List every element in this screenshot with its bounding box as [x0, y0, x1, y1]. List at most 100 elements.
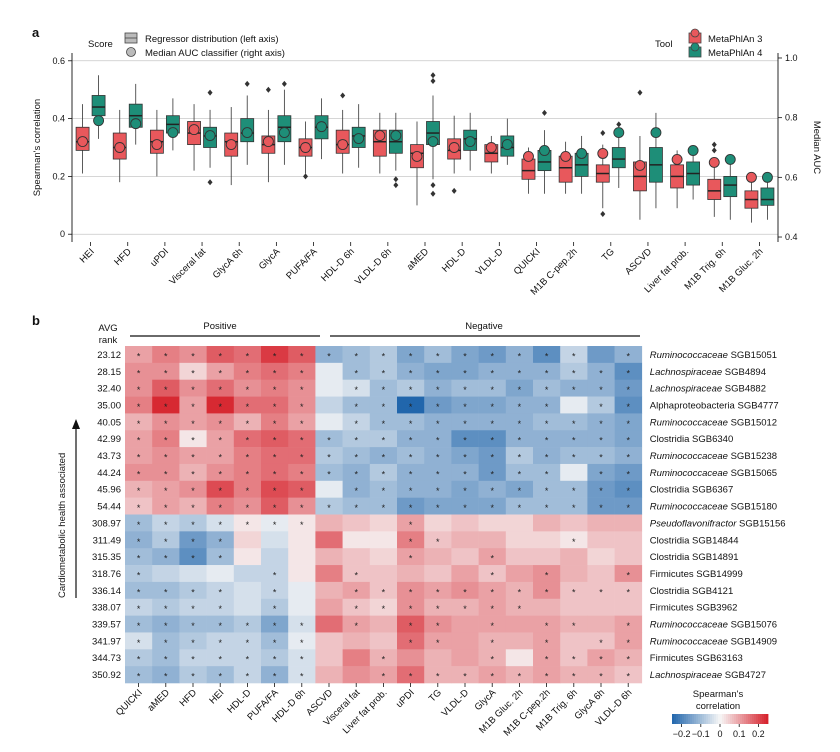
- row-label-sgb: SGB15180: [728, 502, 777, 513]
- colorbar-segment: [680, 714, 683, 724]
- significance-star: *: [490, 672, 494, 682]
- heatmap-cell: [342, 413, 371, 431]
- significance-star: *: [382, 351, 386, 361]
- heatmap-cell: [533, 598, 561, 616]
- heatmap-cell: [478, 413, 507, 431]
- significance-star: *: [545, 368, 549, 378]
- mpa4-auc-point: [353, 133, 365, 144]
- heatmap-cell: [424, 531, 452, 549]
- significance-star: *: [137, 453, 141, 463]
- significance-star: *: [626, 672, 630, 682]
- significance-star: *: [218, 486, 222, 496]
- colorbar-segment: [738, 714, 741, 724]
- significance-star: *: [246, 621, 250, 631]
- colorbar-tick-label: −0.1: [692, 729, 710, 739]
- mpa4-auc-point: [241, 127, 253, 139]
- significance-star: *: [436, 368, 440, 378]
- avg-rank-value: 311.49: [93, 535, 121, 546]
- heatmap-cell: [560, 632, 588, 650]
- mpa3-auc-point: [262, 136, 274, 147]
- y-tick-label: 0.4: [52, 114, 65, 124]
- heatmap-cell: [587, 379, 615, 397]
- heatmap-cell: [125, 581, 153, 600]
- significance-star: *: [518, 402, 522, 412]
- significance-star: *: [545, 672, 549, 682]
- heatmap-cell: [424, 396, 452, 414]
- heatmap-cell: [505, 531, 534, 549]
- heatmap-cell: [179, 548, 207, 566]
- significance-star: *: [545, 453, 549, 463]
- heatmap-cell: [505, 362, 534, 380]
- heatmap-cell: [451, 346, 479, 364]
- heatmap-cell: [424, 480, 452, 498]
- heatmap-x-label: aMED: [145, 687, 172, 714]
- row-label: Lachnospiraceae SGB4894: [650, 367, 766, 378]
- heatmap-cell: [369, 346, 398, 364]
- heatmap-cell: [261, 565, 289, 583]
- heatmap-cell: [397, 362, 425, 380]
- heatmap-cell: [451, 649, 479, 667]
- significance-star: *: [572, 436, 576, 446]
- auc-legend-marker: [126, 47, 136, 57]
- score-legend-title: Score: [88, 39, 113, 50]
- significance-star: *: [300, 503, 304, 513]
- heatmap-cell: [505, 346, 534, 364]
- significance-star: *: [246, 351, 250, 361]
- heatmap-cell: [152, 447, 180, 465]
- mpa4-auc-point: [427, 136, 439, 147]
- significance-star: *: [354, 436, 358, 446]
- heatmap-cell: [206, 615, 235, 633]
- heatmap-cell: [233, 379, 262, 397]
- significance-star: *: [626, 402, 630, 412]
- significance-star: *: [626, 385, 630, 395]
- significance-star: *: [191, 368, 195, 378]
- heatmap-cell: [424, 463, 452, 482]
- heatmap-cell: [233, 480, 262, 498]
- significance-star: *: [382, 368, 386, 378]
- heatmap-cell: [505, 632, 534, 650]
- heatmap-cell: [397, 379, 425, 397]
- colorbar-segment: [676, 714, 679, 724]
- significance-star: *: [518, 469, 522, 479]
- significance-star: *: [545, 419, 549, 429]
- heatmap-cell: [206, 362, 235, 380]
- significance-star: *: [436, 419, 440, 429]
- heatmap-cell: [587, 413, 615, 431]
- heatmap-cell: [424, 430, 452, 448]
- heatmap-cell: [342, 565, 371, 583]
- significance-star: *: [463, 351, 467, 361]
- colorbar-segment: [750, 714, 753, 724]
- heatmap-cell: [369, 598, 398, 616]
- significance-star: *: [218, 638, 222, 648]
- heatmap-cell: [342, 430, 371, 448]
- heatmap-cell: [369, 463, 398, 482]
- mpa3-outlier-point: [340, 92, 346, 99]
- heatmap-cell: [369, 666, 398, 684]
- significance-star: *: [463, 385, 467, 395]
- row-label-sgb: SGB4894: [722, 367, 766, 378]
- significance-star: *: [599, 469, 603, 479]
- heatmap-cell: [179, 666, 207, 684]
- mpa3-auc-point: [225, 139, 237, 150]
- row-label-taxon: Clostridia: [650, 552, 690, 563]
- avg-rank-value: 23.12: [97, 350, 121, 361]
- significance-star: *: [490, 486, 494, 496]
- significance-star: *: [164, 402, 168, 412]
- significance-star: *: [164, 672, 168, 682]
- heatmap-cell: [533, 514, 561, 532]
- significance-star: *: [463, 453, 467, 463]
- heatmap-cell: [125, 379, 153, 397]
- significance-star: *: [382, 655, 386, 665]
- row-label-sgb: SGB15051: [728, 350, 777, 361]
- significance-star: *: [191, 436, 195, 446]
- colorbar-tick-label: 0.2: [752, 729, 765, 739]
- significance-star: *: [545, 655, 549, 665]
- significance-star: *: [300, 453, 304, 463]
- heatmap-cell: [560, 346, 588, 364]
- heatmap-cell: [261, 346, 289, 364]
- significance-star: *: [164, 604, 168, 614]
- colorbar-segment: [736, 714, 739, 724]
- heatmap-cell: [560, 514, 588, 532]
- row-label: Clostridia SGB6367: [650, 485, 733, 496]
- heatmap-cell: [206, 447, 235, 465]
